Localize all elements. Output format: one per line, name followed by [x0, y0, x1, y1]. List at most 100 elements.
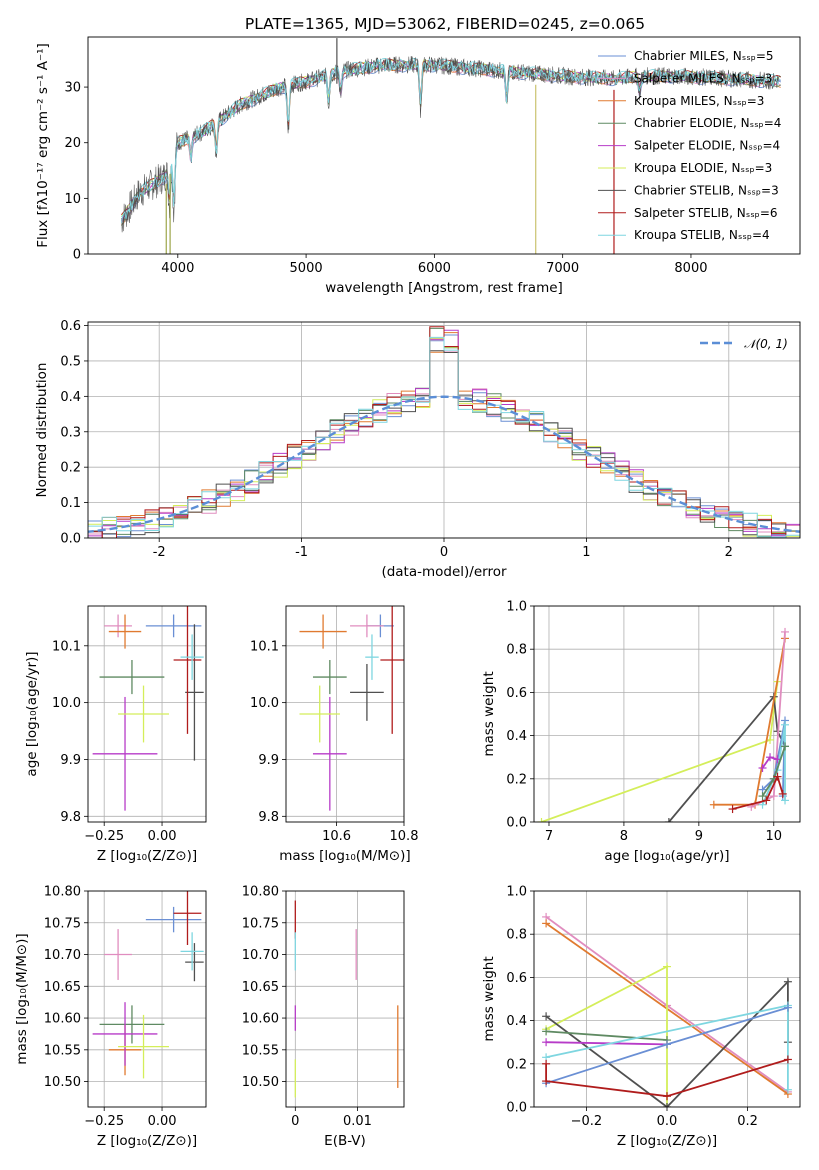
legend-label: Chabrier MILES, Nₛₛₚ=5	[634, 49, 774, 63]
y-tick-label: 9.9	[60, 753, 81, 768]
x-tick-label: -2	[153, 545, 166, 560]
y-tick-label: 0.2	[506, 1057, 527, 1072]
x-tick-label: −0.2	[571, 1114, 603, 1129]
axes-frame	[87, 605, 207, 823]
weight-series	[761, 724, 786, 806]
y-tick-label: 0.2	[506, 772, 527, 787]
x-axis-label: wavelength [Angstrom, rest frame]	[325, 280, 563, 296]
legend-label: Chabrier ELODIE, Nₛₛₚ=4	[634, 116, 781, 130]
legend-label: Salpeter ELODIE, Nₛₛₚ=4	[634, 139, 780, 153]
y-tick-label: 10.75	[44, 916, 81, 931]
x-tick-label: 0	[440, 545, 448, 560]
y-tick-label: 0.6	[60, 319, 81, 334]
y-tick-label: 10	[64, 192, 81, 207]
y-axis-label: mass weight	[481, 956, 497, 1041]
model-line-top	[121, 58, 781, 223]
plot-area	[88, 891, 206, 1107]
x-tick-label: 6000	[418, 261, 451, 276]
x-tick-label: 0.01	[343, 1114, 372, 1129]
y-tick-label: 10.55	[242, 1043, 279, 1058]
y-tick-label: 10.55	[44, 1043, 81, 1058]
axes-residuals: -2 -1 0 1 2 0.0 0.1 0.2 0.3 0.4 0.5 0.6 (data-model)…	[34, 319, 801, 580]
weight-series	[732, 774, 784, 810]
y-tick-label: 0.0	[506, 1101, 527, 1116]
axes-age-vs-mass: 10.6 10.8 9.8 9.9 10.0 10.1 mass [log₁₀(M/M⊙)]	[250, 605, 419, 864]
histogram-series	[88, 326, 800, 538]
x-axis-label: age [log₁₀(age/yr)]	[604, 848, 729, 864]
axes-frame	[285, 605, 405, 823]
y-tick-label: 9.8	[60, 810, 81, 825]
y-tick-label: 10.65	[242, 980, 279, 995]
weight-series	[545, 1058, 789, 1098]
axes-spectrum: 4000 5000 6000 7000 8000 0 10 20 30 wavelength [A…	[35, 36, 801, 296]
y-axis-label: Normed distribution	[34, 363, 50, 498]
y-tick-label: 0.4	[60, 390, 81, 405]
axes-weight-vs-age: 7 8 9 10 0.0 0.2 0.4 0.6 0.8 1.0 age [log₁₀(age/yr…	[481, 600, 801, 864]
weight-series	[761, 720, 786, 797]
x-tick-label: 0.0	[657, 1114, 678, 1129]
y-tick-label: 0.4	[506, 729, 527, 744]
y-tick-label: 10.70	[242, 948, 279, 963]
y-tick-label: 10.80	[242, 885, 279, 900]
legend-label: Salpeter STELIB, Nₛₛₚ=6	[634, 206, 778, 220]
x-tick-label: 8000	[674, 261, 707, 276]
y-axis-label: age [log₁₀(age/yr)]	[24, 651, 40, 776]
y-tick-label: 10.0	[250, 696, 279, 711]
x-axis-label: (data-model)/error	[381, 564, 507, 580]
y-tick-label: 1.0	[506, 600, 527, 615]
y-axis-label: Flux [fλ10⁻¹⁷ erg cm⁻² s⁻¹ A⁻¹]	[35, 43, 51, 248]
axes-frame	[533, 605, 801, 823]
axes-frame	[533, 890, 801, 1108]
weight-series	[750, 631, 786, 808]
histogram-series	[88, 336, 800, 538]
y-tick-label: 0	[73, 248, 81, 263]
x-tick-label: 10.8	[390, 829, 419, 844]
y-tick-label: 0.2	[60, 461, 81, 476]
x-tick-label: 7000	[546, 261, 579, 276]
axes-frame	[87, 321, 801, 539]
x-tick-label: -1	[295, 545, 308, 560]
y-tick-label: 0.1	[60, 496, 81, 511]
y-tick-label: 10.60	[44, 1012, 81, 1027]
x-tick-label: 10.6	[322, 829, 351, 844]
x-tick-label: 0.00	[148, 829, 177, 844]
y-tick-label: 0.3	[60, 425, 81, 440]
x-tick-label: −0.25	[84, 829, 124, 844]
x-tick-label: 4000	[161, 261, 194, 276]
y-tick-label: 0.0	[60, 532, 81, 547]
x-tick-label: 0.00	[148, 1114, 177, 1129]
plot-area	[534, 891, 800, 1107]
axes-frame	[87, 890, 207, 1108]
x-tick-label: 2	[725, 545, 733, 560]
plot-area	[88, 322, 800, 538]
legend: Chabrier MILES, Nₛₛₚ=5 Salpeter MILES, Nₛ…	[598, 49, 781, 242]
y-tick-label: 10.75	[242, 916, 279, 931]
axes-age-vs-z: −0.25 0.00 9.8 9.9 10.0 10.1 Z [log₁₀(Z/Z⊙)] ag…	[24, 605, 207, 864]
y-tick-label: 0.5	[60, 354, 81, 369]
y-axis-label: mass [log₁₀(M/M⊙)]	[14, 933, 30, 1064]
y-tick-label: 0.4	[506, 1014, 527, 1029]
legend-label: Kroupa MILES, Nₛₛₚ=3	[634, 94, 764, 108]
y-tick-label: 0.6	[506, 686, 527, 701]
legend-label: 𝒩(0, 1)	[744, 337, 788, 351]
legend-label: Salpeter MILES, Nₛₛₚ=3	[634, 71, 772, 85]
y-tick-label: 9.8	[258, 810, 279, 825]
x-tick-label: 1	[582, 545, 590, 560]
weight-series	[541, 681, 779, 822]
x-tick-label: 8	[620, 829, 628, 844]
weight-series	[546, 1041, 668, 1046]
y-tick-label: 10.80	[44, 885, 81, 900]
y-tick-label: 10.0	[52, 696, 81, 711]
x-axis-label: mass [log₁₀(M/M⊙)]	[279, 848, 410, 864]
x-tick-label: 0	[291, 1114, 299, 1129]
y-tick-label: 10.65	[44, 980, 81, 995]
y-tick-label: 30	[64, 81, 81, 96]
x-tick-label: −0.25	[84, 1114, 124, 1129]
y-tick-label: 0.0	[506, 816, 527, 831]
axes-mass-vs-ebv: 0 0.01 10.50 10.55 10.60 10.65 10.70 10.75 10.80…	[242, 885, 405, 1149]
y-tick-label: 10.1	[250, 639, 279, 654]
y-tick-label: 1.0	[506, 885, 527, 900]
x-tick-label: 5000	[290, 261, 323, 276]
legend-label: Chabrier STELIB, Nₛₛₚ=3	[634, 183, 779, 197]
y-tick-label: 0.8	[506, 928, 527, 943]
